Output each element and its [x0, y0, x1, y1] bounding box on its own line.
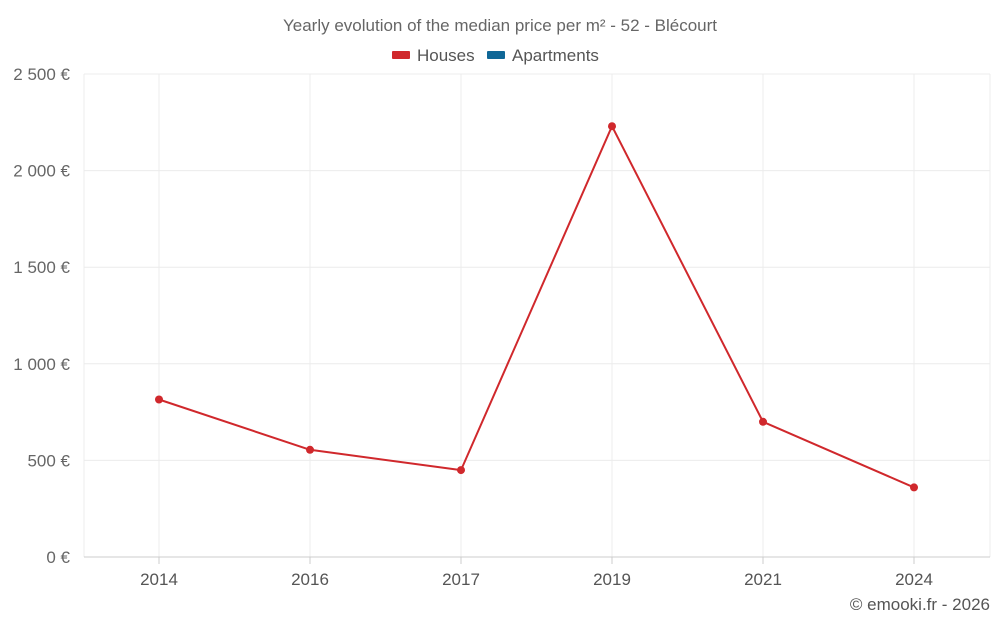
y-tick-label: 2 500 € [13, 65, 70, 84]
legend-item-apartments[interactable]: Apartments [487, 46, 599, 65]
legend-swatch-houses [392, 51, 410, 59]
legend-item-houses[interactable]: Houses [392, 46, 475, 65]
y-tick-label: 500 € [27, 451, 70, 470]
y-tick-label: 0 € [46, 548, 70, 567]
data-point-houses-2016[interactable] [306, 445, 314, 454]
data-point-houses-2014[interactable] [155, 395, 163, 404]
x-tick-label: 2017 [442, 570, 480, 589]
data-point-houses-2019[interactable] [608, 122, 616, 131]
x-tick-label: 2021 [744, 570, 782, 589]
x-tick-label: 2014 [140, 570, 178, 589]
x-tick-label: 2016 [291, 570, 329, 589]
legend-label-houses: Houses [417, 46, 475, 65]
series-line-houses [158, 125, 915, 489]
series-layer [155, 122, 918, 492]
data-point-houses-2017[interactable] [457, 466, 465, 475]
axis-layer: 0 € 500 € 1 000 € 1 500 € 2 000 € 2 500 € 2014… [13, 65, 990, 589]
grid-layer [83, 73, 991, 558]
legend-swatch-apartments [487, 51, 505, 59]
x-tick-label: 2019 [593, 570, 631, 589]
y-tick-label: 2 000 € [13, 162, 70, 181]
y-tick-label: 1 000 € [13, 355, 70, 374]
data-point-houses-2021[interactable] [759, 417, 767, 426]
data-point-houses-2024[interactable] [910, 483, 918, 492]
credit-text: © emooki.fr - 2026 [850, 595, 990, 614]
legend-label-apartments: Apartments [512, 46, 599, 65]
chart-title: Yearly evolution of the median price per… [283, 16, 717, 35]
y-tick-label: 1 500 € [13, 258, 70, 277]
x-tick-label: 2024 [895, 570, 933, 589]
legend: Houses Apartments [392, 46, 599, 65]
